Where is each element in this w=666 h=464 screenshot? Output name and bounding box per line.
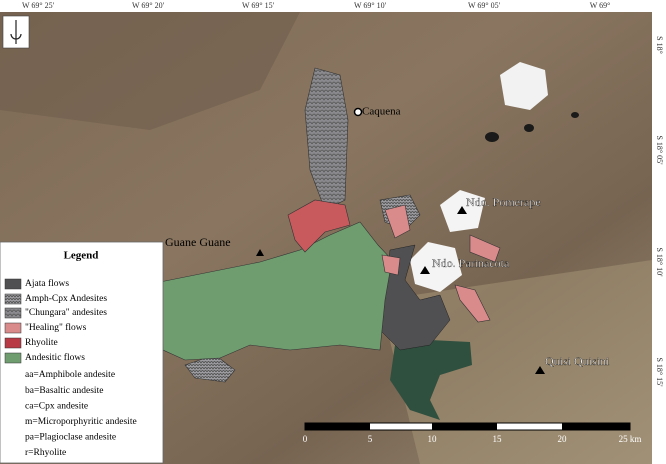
- peak-marker: [535, 366, 545, 374]
- legend-title: Legend: [64, 250, 99, 262]
- legend-item: Andesitic flows: [25, 352, 85, 363]
- place-label: Quisi Quisini: [545, 354, 610, 368]
- snow: [500, 62, 548, 110]
- longitude-label: W 69° 05': [468, 1, 501, 10]
- terrain-shade: [0, 12, 300, 130]
- healing-flows: [384, 204, 411, 239]
- margin: [0, 0, 666, 12]
- scale-label: 0: [303, 434, 308, 444]
- compass-icon: [10, 20, 22, 44]
- scale-label: 15: [493, 434, 503, 444]
- terrain-shade: [380, 260, 652, 464]
- legend-box: [0, 241, 164, 464]
- scale-label: 10: [428, 434, 438, 444]
- legend-swatch: [4, 293, 22, 305]
- longitude-label: W 69° 10': [354, 1, 387, 10]
- legend-swatch: [4, 352, 22, 364]
- peak-marker: [256, 249, 264, 256]
- latitude-label: S 18° 05': [655, 135, 664, 165]
- scale-bar-segment: [562, 423, 630, 430]
- longitude-label: W 69° 25': [22, 1, 55, 10]
- scale-bar-segment: [432, 423, 497, 430]
- legend-note: ba=Basaltic andesite: [25, 386, 103, 396]
- legend-note: m=Microporphyritic andesite: [25, 417, 137, 427]
- peak-marker: [420, 266, 430, 274]
- latitude-label: S 18° 15': [655, 357, 664, 387]
- longitude-label: W 69°: [590, 1, 611, 10]
- andesitic-flows: [159, 221, 393, 361]
- healing-flows: [454, 284, 491, 323]
- longitude-label: W 69° 20': [132, 1, 165, 10]
- legend-item: Amph-Cpx Andesites: [25, 294, 107, 304]
- legend-swatch: [4, 278, 22, 290]
- place-label: Ndo. Pomerape: [466, 195, 541, 209]
- legend-note: r=Rhyolite: [25, 448, 66, 458]
- healing-flows: [381, 254, 401, 276]
- scale-label: 5: [368, 434, 373, 444]
- scale-label: 20: [558, 434, 568, 444]
- legend-item: "Healing" flows: [25, 322, 87, 333]
- town-marker: [353, 107, 363, 117]
- longitude-label: W 69° 15': [242, 1, 275, 10]
- legend-note: aa=Amphibole andesite: [25, 370, 115, 380]
- margin: [652, 0, 666, 464]
- lake: [571, 112, 579, 118]
- place-label: Caquena: [362, 106, 401, 118]
- place-label: Guane Guane: [165, 235, 231, 249]
- healing-flows: [469, 234, 501, 263]
- legend-note: pa=Plagioclase andesite: [25, 433, 116, 443]
- legend-item: "Chungara" andesites: [25, 308, 107, 318]
- peak-marker: [457, 206, 467, 214]
- legend-swatch: [4, 322, 22, 334]
- legend-item: Ajata flows: [25, 278, 69, 289]
- latitude-label: S 18°: [655, 36, 664, 54]
- place-label: Ndo. Parinacota: [432, 256, 510, 270]
- latitude-label: S 18° 10': [655, 247, 664, 277]
- legend-note: ca=Cpx andesite: [25, 401, 88, 411]
- legend-item: Rhyolite: [25, 338, 58, 348]
- rhyolite: [287, 199, 351, 253]
- lake: [485, 132, 499, 142]
- scale-bar-segment: [305, 423, 370, 430]
- scale-label: 25 km: [619, 434, 642, 444]
- legend-swatch: [4, 307, 22, 319]
- legend-swatch: [4, 337, 22, 349]
- lake: [524, 124, 534, 132]
- lake: [390, 340, 472, 420]
- snow: [410, 242, 462, 292]
